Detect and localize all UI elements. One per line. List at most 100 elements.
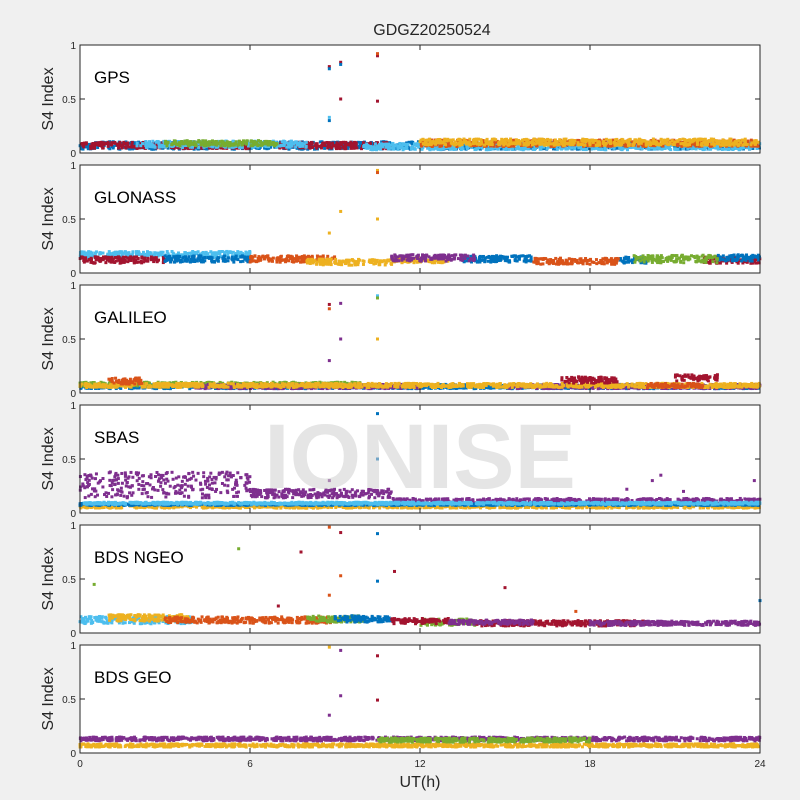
data-point (221, 145, 225, 149)
data-point (645, 141, 649, 145)
data-point (209, 255, 213, 259)
data-point (360, 147, 364, 151)
data-point (99, 252, 103, 256)
data-point (483, 143, 486, 147)
data-point (141, 250, 145, 254)
data-point (177, 141, 181, 145)
data-point (465, 146, 469, 150)
data-point (298, 145, 302, 149)
data-point (736, 143, 740, 147)
data-point (435, 139, 439, 142)
data-point (625, 146, 629, 150)
data-point (175, 254, 179, 258)
data-point (413, 147, 417, 151)
data-point (507, 139, 511, 143)
data-point (300, 141, 304, 145)
data-point (375, 148, 379, 152)
data-point (604, 137, 608, 141)
data-point (309, 145, 313, 149)
data-point (299, 256, 303, 260)
data-point (338, 147, 342, 151)
data-point (627, 141, 631, 145)
data-point (104, 261, 108, 265)
data-point (240, 145, 244, 149)
data-point (516, 141, 520, 145)
data-point (147, 142, 151, 146)
outlier-point (339, 97, 343, 101)
data-point (97, 141, 101, 145)
data-point (245, 139, 249, 143)
data-point (752, 139, 756, 143)
data-point (599, 259, 603, 262)
data-point (209, 144, 213, 148)
data-point (147, 144, 151, 148)
data-point (741, 143, 745, 147)
data-point (86, 145, 90, 149)
data-point (284, 260, 288, 264)
data-point (178, 144, 182, 148)
data-point (221, 141, 225, 145)
data-point (183, 144, 187, 148)
data-point (529, 255, 533, 259)
data-point (295, 254, 299, 258)
data-point (694, 147, 698, 151)
data-point (334, 257, 338, 261)
data-point (383, 263, 387, 267)
data-point (166, 146, 170, 150)
data-point (252, 259, 256, 263)
data-point (564, 146, 568, 150)
data-point (231, 250, 235, 254)
data-point (356, 140, 360, 144)
data-point (639, 138, 643, 142)
data-point (704, 140, 708, 144)
data-point (183, 139, 187, 143)
y-axis-label: S4 Index (40, 67, 57, 130)
data-point (402, 147, 406, 151)
data-point (551, 142, 555, 146)
data-point (421, 146, 425, 150)
data-point (560, 139, 564, 143)
data-point (413, 143, 417, 147)
data-point (384, 142, 388, 146)
data-point (502, 256, 506, 260)
data-point (716, 147, 720, 151)
data-point (564, 137, 568, 141)
data-point (669, 148, 673, 152)
data-point (558, 256, 562, 260)
data-point (473, 147, 477, 151)
data-point (707, 139, 711, 143)
data-point (736, 261, 740, 265)
data-point (590, 138, 594, 142)
data-point (223, 254, 227, 258)
data-point (267, 146, 271, 150)
data-point (156, 252, 160, 256)
data-point (382, 142, 386, 146)
data-point (457, 138, 461, 142)
data-point (167, 143, 171, 147)
data-point (380, 145, 384, 149)
data-point (418, 146, 422, 150)
data-point (421, 142, 425, 146)
data-point (204, 139, 208, 143)
data-point (294, 259, 298, 263)
data-point (739, 147, 743, 151)
data-point (562, 143, 566, 147)
data-point (141, 142, 145, 146)
data-point (123, 259, 127, 263)
data-point (124, 255, 128, 259)
data-point (628, 145, 632, 149)
data-point (163, 145, 167, 149)
data-point (665, 142, 669, 146)
data-point (90, 146, 94, 150)
data-point (170, 143, 174, 147)
data-point (302, 254, 306, 258)
data-point (676, 144, 680, 148)
data-point (226, 256, 230, 260)
data-point (162, 139, 166, 143)
data-point (584, 147, 588, 151)
data-point (569, 145, 573, 149)
data-point (285, 141, 289, 145)
data-point (595, 262, 599, 266)
